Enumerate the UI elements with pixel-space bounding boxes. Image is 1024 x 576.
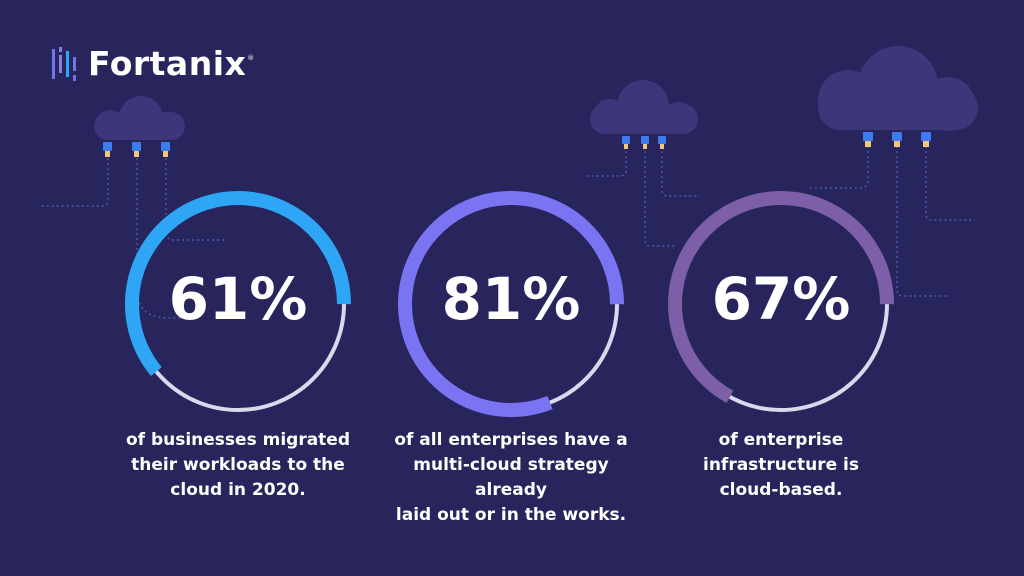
stat-percentage: 61% <box>168 265 308 333</box>
caption-line: cloud in 2020. <box>170 480 306 500</box>
cloud-icon <box>590 80 698 134</box>
caption-line: their workloads to the <box>131 455 345 475</box>
caption-line: infrastructure is <box>703 455 859 475</box>
plug-icon <box>863 132 873 147</box>
caption-line: of all enterprises have a <box>394 430 628 450</box>
caption-line: of businesses migrated <box>125 430 351 450</box>
plug-icon <box>658 136 666 149</box>
registered-mark: ® <box>247 54 255 62</box>
connector-lines <box>40 146 975 319</box>
stat-percentage: 81% <box>441 265 581 333</box>
stat-caption: of all enterprises have a multi-cloud st… <box>381 428 641 528</box>
caption-line: laid out or in the works. <box>395 505 627 525</box>
caption-line: cloud-based. <box>719 480 843 500</box>
stat-percentage: 67% <box>711 265 851 333</box>
plug-icon <box>161 142 170 157</box>
plug-icon <box>132 142 141 157</box>
fortanix-logo-icon <box>52 46 76 81</box>
caption-line: multi-cloud strategy already <box>413 455 609 500</box>
brand-name: Fortanix <box>88 44 247 83</box>
plug-icon <box>921 132 931 147</box>
stat-caption: of enterprise infrastructure is cloud-ba… <box>651 428 911 503</box>
plug-icon <box>103 142 112 157</box>
plug-icon <box>622 136 630 149</box>
cloud-icon <box>818 46 978 131</box>
plug-icon <box>892 132 902 147</box>
brand-logo: Fortanix ® <box>50 44 254 83</box>
stat-caption: of businesses migrated their workloads t… <box>108 428 368 503</box>
ring-progress-arc <box>668 191 894 417</box>
cloud-icon <box>94 96 185 140</box>
ring-progress-arc <box>125 191 351 417</box>
caption-line: of enterprise <box>718 430 844 450</box>
plug-icon <box>641 136 649 149</box>
